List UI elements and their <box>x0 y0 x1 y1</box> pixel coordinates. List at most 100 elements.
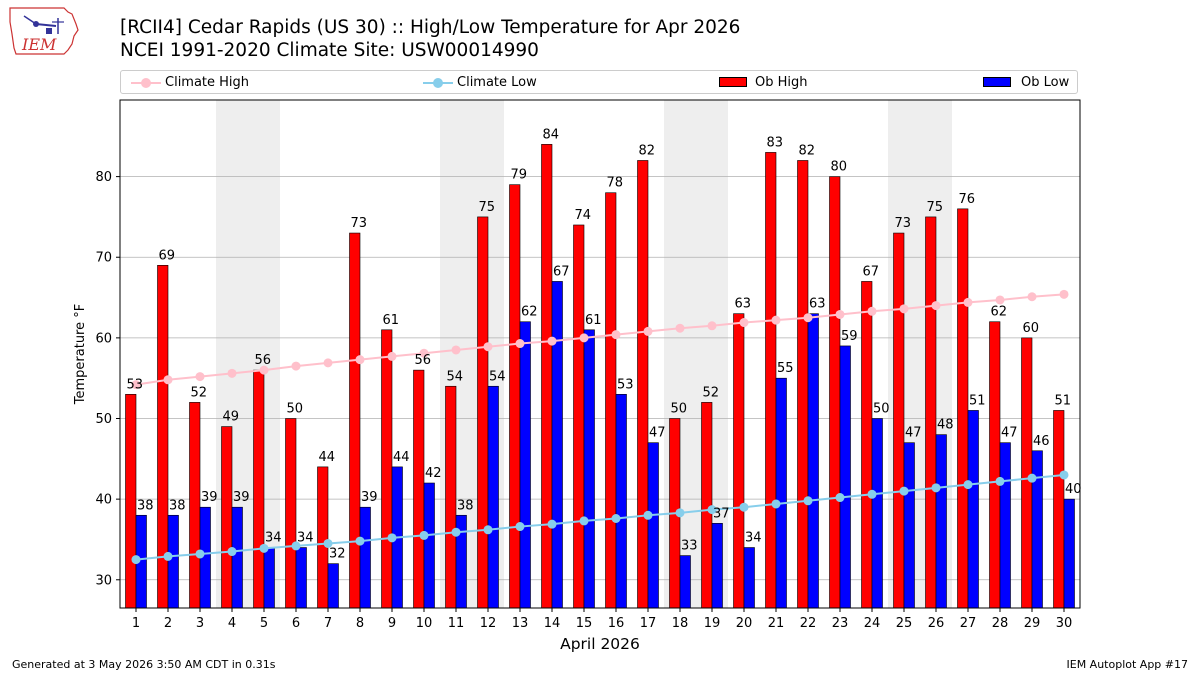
climate-high-point <box>1027 292 1037 302</box>
x-tick-label: 8 <box>356 616 364 631</box>
ob-high-bar <box>1021 337 1033 609</box>
ob-high-label: 52 <box>190 385 207 400</box>
ob-low-legend-swatch <box>983 77 1011 87</box>
x-tick-label: 10 <box>416 616 433 631</box>
ob-high-bar <box>957 208 969 609</box>
climate-low-point <box>579 516 589 526</box>
climate-low-point <box>515 522 525 532</box>
ob-high-bar <box>285 418 297 609</box>
climate-low-point <box>547 519 557 529</box>
ob-low-bar <box>807 313 819 609</box>
x-tick-label: 27 <box>960 616 977 631</box>
climate-low-point <box>451 527 461 537</box>
climate-high-point <box>483 342 493 352</box>
climate-high-point <box>291 361 301 371</box>
ob-low-label: 39 <box>361 490 378 505</box>
climate-high-point <box>163 375 173 385</box>
ob-low-label: 38 <box>169 498 186 513</box>
x-tick-label: 11 <box>448 616 465 631</box>
climate-high-point <box>227 368 237 378</box>
ob-low-bar <box>583 329 595 609</box>
climate-high-point <box>515 339 525 349</box>
climate-low-point <box>707 505 717 515</box>
ob-high-bar <box>701 402 713 609</box>
ob-high-bar <box>637 160 649 609</box>
ob-low-label: 44 <box>393 450 410 465</box>
climate-high-point <box>355 355 365 365</box>
y-tick-label: 70 <box>95 251 112 266</box>
climate-high-point <box>131 380 141 390</box>
ob-low-label: 62 <box>521 305 538 320</box>
ob-high-bar <box>797 160 809 609</box>
x-tick-label: 22 <box>800 616 817 631</box>
climate-high-point <box>995 295 1005 305</box>
climate-high-point <box>451 345 461 355</box>
x-tick-label: 16 <box>608 616 625 631</box>
ob-high-label: 74 <box>574 208 591 223</box>
ob-high-bar <box>125 394 137 609</box>
ob-low-bar <box>711 523 723 609</box>
ob-low-bar <box>935 434 947 609</box>
ob-low-bar <box>903 442 915 609</box>
ob-high-bar <box>605 192 617 609</box>
ob-low-label: 37 <box>713 506 730 521</box>
ob-low-bar <box>519 321 531 609</box>
climate-low-point <box>931 483 941 493</box>
ob-low-label: 47 <box>649 426 666 441</box>
ob-low-label: 63 <box>809 297 826 312</box>
climate-low-line <box>135 473 1065 561</box>
ob-high-label: 63 <box>734 297 751 312</box>
ob-low-bar <box>167 514 179 609</box>
x-tick-label: 12 <box>480 616 497 631</box>
ob-low-label: 34 <box>297 531 314 546</box>
ob-high-bar <box>349 232 361 609</box>
climate-low-point <box>1059 470 1069 480</box>
x-tick-label: 15 <box>576 616 593 631</box>
climate-low-point <box>867 489 877 499</box>
ob-high-label: 75 <box>926 200 943 215</box>
ob-high-bar <box>893 232 905 609</box>
ob-low-label: 38 <box>137 498 154 513</box>
climate-low-point <box>899 486 909 496</box>
climate-high-point <box>771 315 781 325</box>
ob-high-label: 53 <box>126 377 143 392</box>
ob-high-bar <box>1053 410 1065 609</box>
climate-high-point <box>707 321 717 331</box>
ob-high-label: 69 <box>158 248 175 263</box>
x-tick-label: 29 <box>1024 616 1041 631</box>
x-tick-label: 3 <box>196 616 204 631</box>
x-tick-label: 6 <box>292 616 300 631</box>
ob-low-label: 67 <box>553 264 570 279</box>
x-tick-label: 24 <box>864 616 881 631</box>
climate-low-point <box>131 555 141 565</box>
ob-low-bar <box>359 506 371 609</box>
legend-label: Ob High <box>755 75 808 90</box>
ob-high-label: 76 <box>958 192 975 207</box>
climate-low-point <box>995 476 1005 486</box>
ob-high-legend-swatch <box>719 77 747 87</box>
climate-high-point <box>419 348 429 358</box>
x-tick-label: 1 <box>132 616 140 631</box>
ob-high-label: 84 <box>542 127 559 142</box>
ob-low-bar <box>327 563 339 609</box>
plot-frame <box>119 99 1081 609</box>
ob-high-label: 73 <box>894 216 911 231</box>
ob-low-bar <box>231 506 243 609</box>
x-tick-label: 14 <box>544 616 561 631</box>
ob-high-bar <box>765 152 777 609</box>
climate-low-point <box>835 493 845 503</box>
ob-low-label: 42 <box>425 466 442 481</box>
ob-low-label: 34 <box>745 531 762 546</box>
ob-low-bar <box>743 547 755 609</box>
ob-high-bar <box>477 216 489 609</box>
ob-low-label: 40 <box>1065 482 1082 497</box>
ob-low-label: 33 <box>681 539 698 554</box>
ob-high-label: 75 <box>478 200 495 215</box>
climate-high-point <box>739 318 749 328</box>
ob-low-bar <box>551 281 563 609</box>
x-tick-label: 20 <box>736 616 753 631</box>
ob-high-label: 56 <box>414 353 431 368</box>
climate-high-point <box>323 358 333 368</box>
chart-legend: Climate High Climate Low Ob High Ob Low <box>120 70 1078 94</box>
y-tick-label: 40 <box>95 493 112 508</box>
